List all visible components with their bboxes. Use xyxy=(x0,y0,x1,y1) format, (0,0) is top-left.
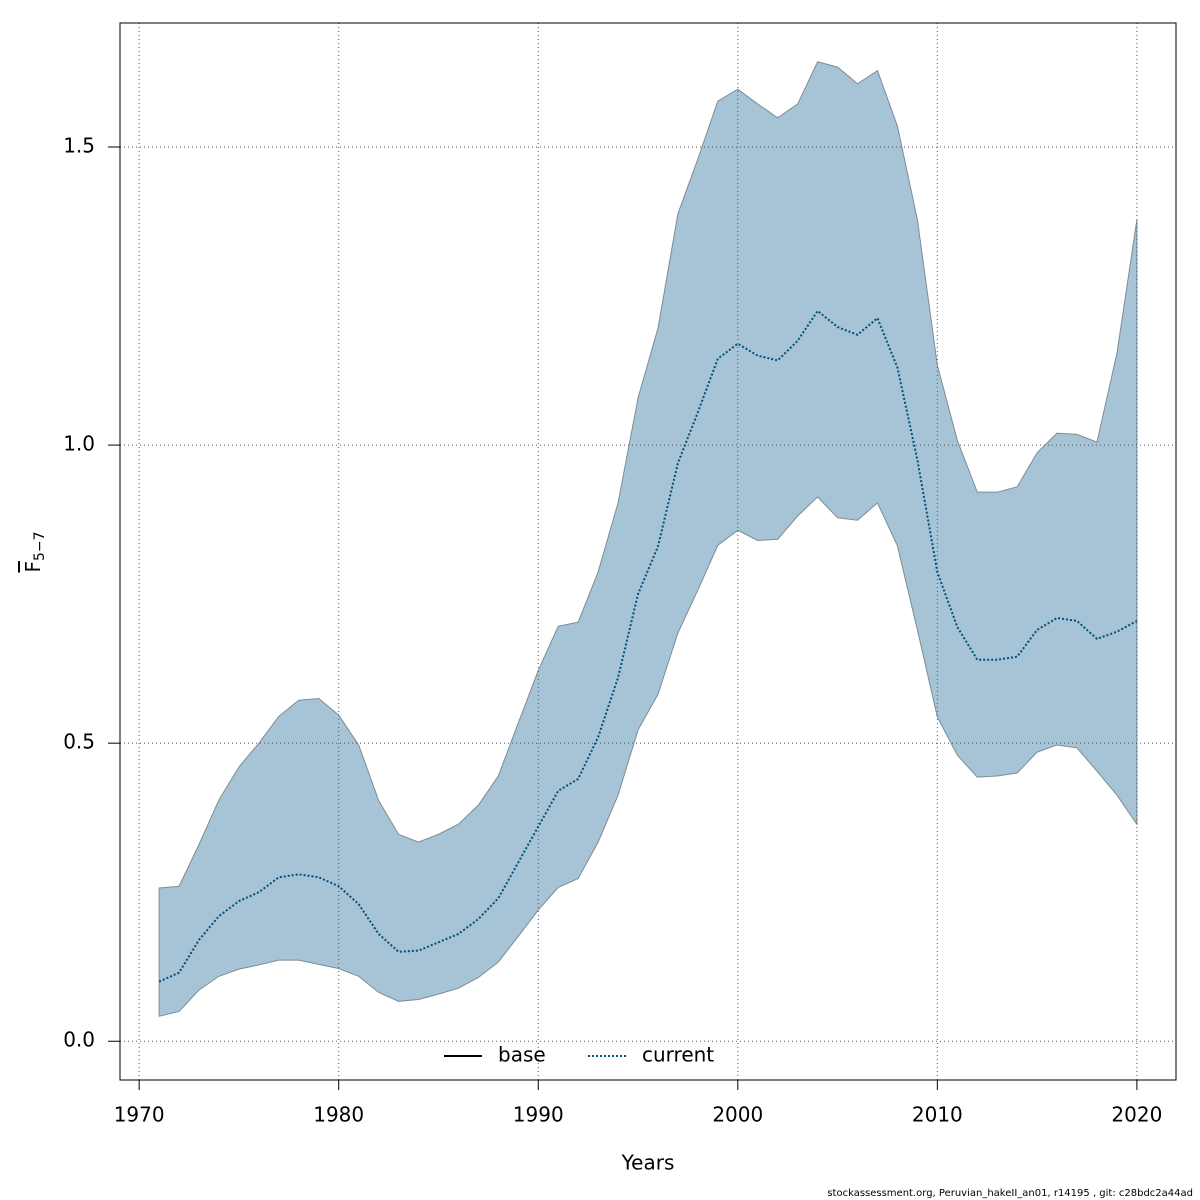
x-tick-label: 1980 xyxy=(313,1103,364,1127)
y-label-subscript: 5−7 xyxy=(32,531,48,561)
x-tick-label: 2010 xyxy=(912,1103,963,1127)
y-tick-label: 0.5 xyxy=(63,730,95,754)
x-tick-label: 1970 xyxy=(114,1103,165,1127)
y-tick-label: 1.5 xyxy=(63,134,95,158)
x-axis-label: Years xyxy=(621,1151,675,1175)
confidence-band xyxy=(158,61,1138,1017)
x-tick-label: 1990 xyxy=(513,1103,564,1127)
footer: stockassessment.org, Peruvian_hakeII_an0… xyxy=(827,1188,1193,1199)
x-tick-label: 2020 xyxy=(1111,1103,1162,1127)
legend-label: base xyxy=(498,1043,546,1067)
plot-frame xyxy=(119,22,1177,1081)
y-axis-label: F5−7 xyxy=(21,531,49,572)
y-axis-label-text: F5−7 xyxy=(21,531,49,572)
y-tick-label: 1.0 xyxy=(63,432,95,456)
y-label-symbol: F xyxy=(21,561,45,573)
y-tick-label: 0.0 xyxy=(63,1028,95,1052)
x-tick-label: 2000 xyxy=(712,1103,763,1127)
legend-label: current xyxy=(642,1043,714,1067)
